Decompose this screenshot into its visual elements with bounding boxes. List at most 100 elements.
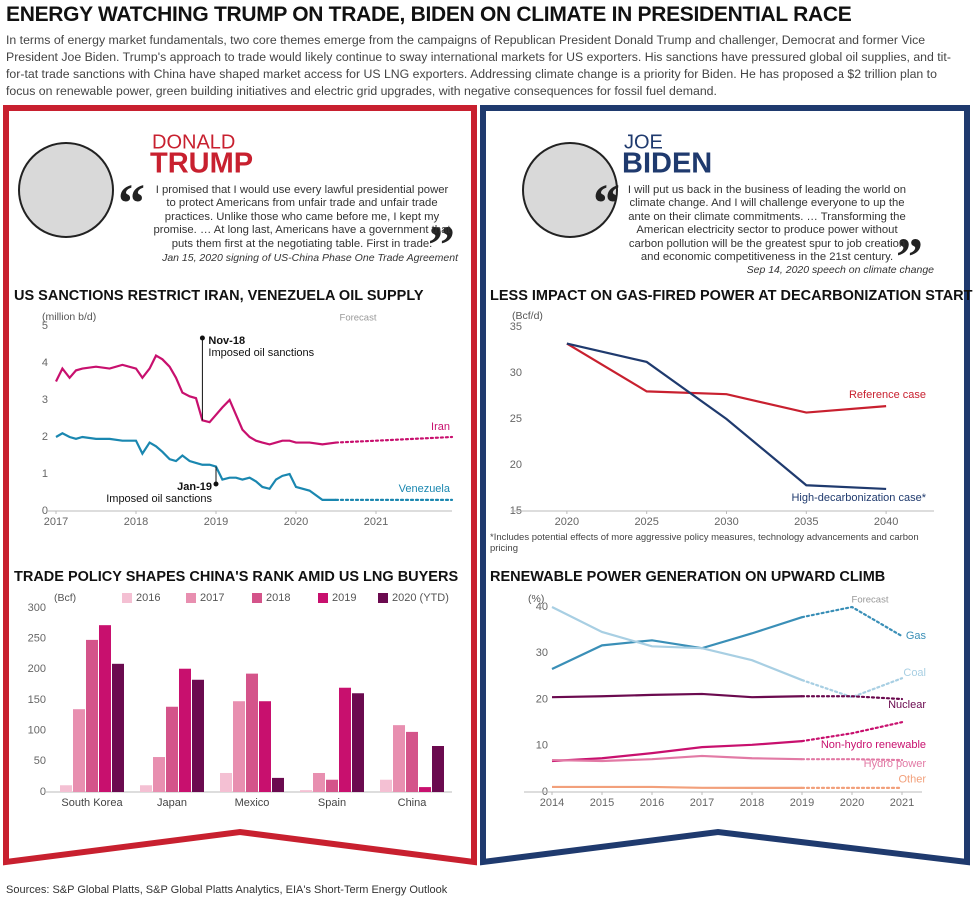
annotation-dot xyxy=(199,335,205,341)
series-label: Other xyxy=(898,774,926,786)
series-label: Hydro power xyxy=(864,758,927,770)
x-tick-label: 2025 xyxy=(634,516,658,528)
bar xyxy=(112,663,124,792)
legend-swatch xyxy=(122,593,132,603)
x-tick-label: 2017 xyxy=(690,797,714,809)
first-name: DONALD xyxy=(152,131,235,153)
forecast-line xyxy=(800,605,904,638)
y-tick-label: 150 xyxy=(28,694,46,706)
chart-title: TRADE POLICY SHAPES CHINA'S RANK AMID US… xyxy=(14,569,458,585)
y-tick-label: 5 xyxy=(42,320,48,332)
quote-source: Jan 15, 2020 signing of US-China Phase O… xyxy=(162,252,458,264)
series-label: Reference case xyxy=(849,389,926,401)
series-line xyxy=(551,606,803,682)
bar xyxy=(393,725,405,792)
forecast-line xyxy=(800,758,904,762)
quote-mark xyxy=(593,176,620,230)
bar xyxy=(153,757,165,792)
series-label: Nuclear xyxy=(888,699,926,711)
bar xyxy=(60,785,72,792)
y-tick-label: 3 xyxy=(42,394,48,406)
annotation-text: Imposed oil sanctions xyxy=(106,493,212,505)
bar xyxy=(326,779,338,792)
series-label: Venezuela xyxy=(399,483,451,495)
series-line xyxy=(566,342,887,491)
y-tick-label: 30 xyxy=(510,367,522,379)
x-tick-label: 2020 xyxy=(284,516,308,528)
y-axis-label: (million b/d) xyxy=(42,311,96,323)
y-tick-label: 40 xyxy=(536,601,548,613)
annotation-title: Jan-19 xyxy=(177,481,212,493)
series-line xyxy=(551,692,803,699)
series-line xyxy=(551,754,803,763)
bar xyxy=(259,701,271,792)
x-tick-label: South Korea xyxy=(61,797,123,809)
series-line xyxy=(566,342,887,414)
x-tick-label: Japan xyxy=(157,797,187,809)
legend-swatch xyxy=(252,593,262,603)
x-tick-label: 2018 xyxy=(740,797,764,809)
chart-title: RENEWABLE POWER GENERATION ON UPWARD CLI… xyxy=(490,569,885,585)
page-title: ENERGY WATCHING TRUMP ON TRADE, BIDEN ON… xyxy=(6,3,852,26)
x-tick-label: 2014 xyxy=(540,797,564,809)
y-tick-label: 30 xyxy=(536,647,548,659)
x-tick-label: 2040 xyxy=(874,516,898,528)
forecast-label: Forecast xyxy=(852,595,889,606)
x-tick-label: 2020 xyxy=(840,797,864,809)
x-tick-label: 2015 xyxy=(590,797,614,809)
bar xyxy=(339,687,351,792)
bar xyxy=(140,785,152,792)
footer: Sources: S&P Global Platts, S&P Global P… xyxy=(6,884,448,896)
bar xyxy=(352,693,364,792)
y-axis-label: (%) xyxy=(528,593,544,605)
y-tick-label: 35 xyxy=(510,321,522,333)
x-tick-label: 2017 xyxy=(44,516,68,528)
series-line xyxy=(552,785,802,789)
trump-panel xyxy=(2,105,477,866)
chart-note: *Includes potential effects of more aggr… xyxy=(490,532,919,554)
bar xyxy=(166,706,178,792)
x-tick-label: 2035 xyxy=(794,516,818,528)
chart-title: LESS IMPACT ON GAS-FIRED POWER AT DECARB… xyxy=(490,288,973,304)
y-tick-label: 2 xyxy=(42,431,48,443)
x-tick-label: 2019 xyxy=(790,797,814,809)
first-name: JOE xyxy=(624,131,663,153)
x-tick-label: 2019 xyxy=(204,516,228,528)
bar xyxy=(86,639,98,792)
annotation-title: Nov-18 xyxy=(208,335,245,347)
y-axis-label: (Bcf/d) xyxy=(512,310,543,322)
bar xyxy=(233,701,245,792)
biden-panel xyxy=(480,105,970,866)
x-tick-label: 2016 xyxy=(640,797,664,809)
y-tick-label: 200 xyxy=(28,663,46,675)
legend-label: 2017 xyxy=(200,592,224,604)
bar xyxy=(179,668,191,792)
y-tick-label: 4 xyxy=(42,357,48,369)
y-tick-label: 10 xyxy=(536,740,548,752)
bar xyxy=(192,679,204,792)
trump-photo xyxy=(18,142,114,238)
x-tick-label: 2020 xyxy=(555,516,579,528)
last-name: BIDEN xyxy=(622,148,712,180)
annotation-dot xyxy=(213,481,219,487)
legend-label: 2018 xyxy=(266,592,290,604)
forecast-line xyxy=(800,695,904,701)
x-tick-label: China xyxy=(398,797,428,809)
series-label: Gas xyxy=(906,630,927,642)
series-line xyxy=(551,740,803,763)
series-line xyxy=(551,616,803,670)
legend-label: 2016 xyxy=(136,592,160,604)
bar xyxy=(432,746,444,792)
bar xyxy=(380,779,392,792)
legend-label: 2020 (YTD) xyxy=(392,592,449,604)
bar xyxy=(313,772,325,792)
x-tick-label: Spain xyxy=(318,797,346,809)
bar xyxy=(99,625,111,792)
y-tick-label: 1 xyxy=(42,468,48,480)
series-label: Coal xyxy=(903,667,926,679)
y-tick-label: 0 xyxy=(40,786,46,798)
series-label: High-decarbonization case* xyxy=(791,492,926,504)
y-tick-label: 20 xyxy=(510,459,522,471)
quote: I will put us back in the business of le… xyxy=(627,184,907,264)
y-tick-label: 25 xyxy=(510,413,522,425)
